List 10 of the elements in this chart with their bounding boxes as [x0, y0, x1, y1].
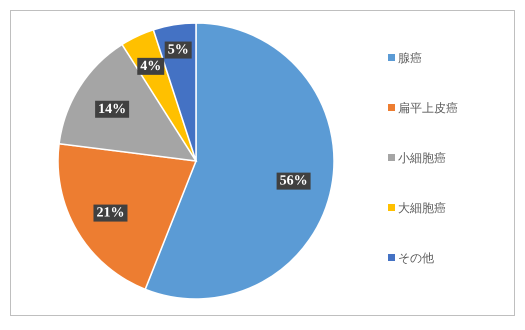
data-label: 5% [168, 42, 189, 58]
legend-label: その他 [398, 251, 434, 265]
data-label: 4% [140, 58, 162, 74]
data-label: 21% [96, 206, 124, 221]
legend-label: 小細胞癌 [398, 151, 446, 165]
legend-label: 扁平上皮癌 [398, 101, 458, 115]
legend-label: 腺癌 [398, 51, 422, 65]
data-label: 14% [98, 102, 126, 117]
data-label: 56% [280, 174, 308, 189]
legend-label: 大細胞癌 [398, 201, 446, 215]
